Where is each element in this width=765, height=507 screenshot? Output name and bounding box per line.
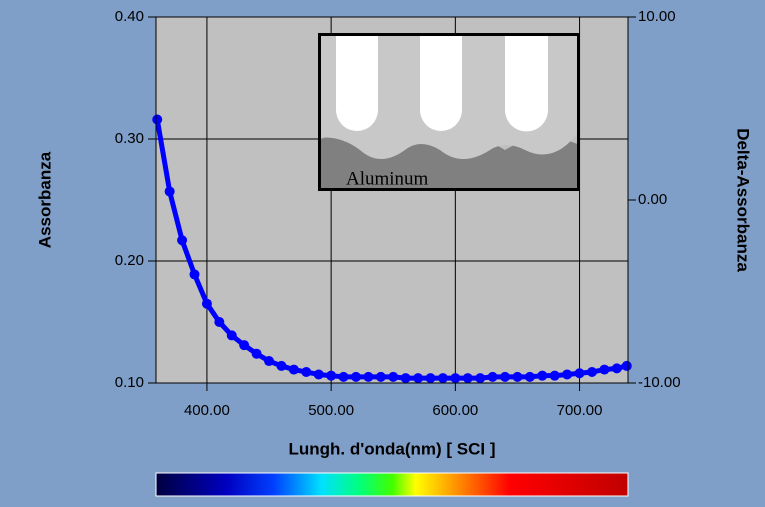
pore xyxy=(505,33,548,132)
y-axis-title: Assorbanza xyxy=(35,151,54,248)
x-axis-title: Lungh. d'onda(nm) [ SCI ] xyxy=(288,439,495,458)
x-tick-label: 700.00 xyxy=(557,402,603,419)
pore xyxy=(420,33,462,131)
data-point xyxy=(599,364,610,375)
data-point xyxy=(500,371,511,382)
data-point xyxy=(239,340,250,351)
data-point xyxy=(611,363,622,374)
pore xyxy=(336,33,378,131)
data-point xyxy=(301,367,312,378)
color-bar xyxy=(155,472,629,497)
data-point xyxy=(537,370,548,381)
x-tick-label: 600.00 xyxy=(432,402,478,419)
y-tick-label: 0.40 xyxy=(115,8,144,25)
y-tick-label: 0.10 xyxy=(115,374,144,391)
data-point xyxy=(152,114,163,125)
data-point xyxy=(251,348,262,359)
data-point xyxy=(549,370,560,381)
data-point xyxy=(462,373,473,384)
x-tick-label: 500.00 xyxy=(308,402,354,419)
data-point xyxy=(388,371,399,382)
y-tick-label: 0.20 xyxy=(115,252,144,269)
inset-image: Aluminum xyxy=(318,33,580,191)
data-point xyxy=(276,360,287,371)
data-point xyxy=(189,269,200,280)
data-point xyxy=(475,373,486,384)
y2-tick-label: -10.00 xyxy=(638,374,681,391)
data-point xyxy=(512,371,523,382)
data-point xyxy=(621,360,632,371)
inset-label: Aluminum xyxy=(346,168,429,189)
data-point xyxy=(400,373,411,384)
data-point xyxy=(338,371,349,382)
data-point xyxy=(350,371,361,382)
inset-frame xyxy=(318,33,580,191)
data-point xyxy=(375,371,386,382)
data-point xyxy=(586,367,597,378)
data-point xyxy=(177,235,188,246)
data-point xyxy=(201,298,212,309)
data-point xyxy=(562,369,573,380)
data-point xyxy=(524,371,535,382)
y-tick-label: 0.30 xyxy=(115,130,144,147)
data-point xyxy=(326,370,337,381)
data-point xyxy=(413,373,424,384)
data-point xyxy=(288,364,299,375)
data-point xyxy=(164,186,175,197)
data-point xyxy=(437,373,448,384)
data-point xyxy=(226,330,237,341)
data-point xyxy=(425,373,436,384)
data-point xyxy=(313,369,324,380)
data-point xyxy=(214,317,225,327)
data-point xyxy=(487,371,498,382)
data-point xyxy=(264,356,275,367)
x-tick-label: 400.00 xyxy=(184,402,230,419)
y2-tick-label: 10.00 xyxy=(638,8,676,25)
data-point xyxy=(574,368,585,379)
y2-tick-label: 0.00 xyxy=(638,191,667,208)
data-point xyxy=(363,371,374,382)
y2-axis-title: Delta-Assorbanza xyxy=(734,128,753,272)
data-point xyxy=(450,373,461,384)
